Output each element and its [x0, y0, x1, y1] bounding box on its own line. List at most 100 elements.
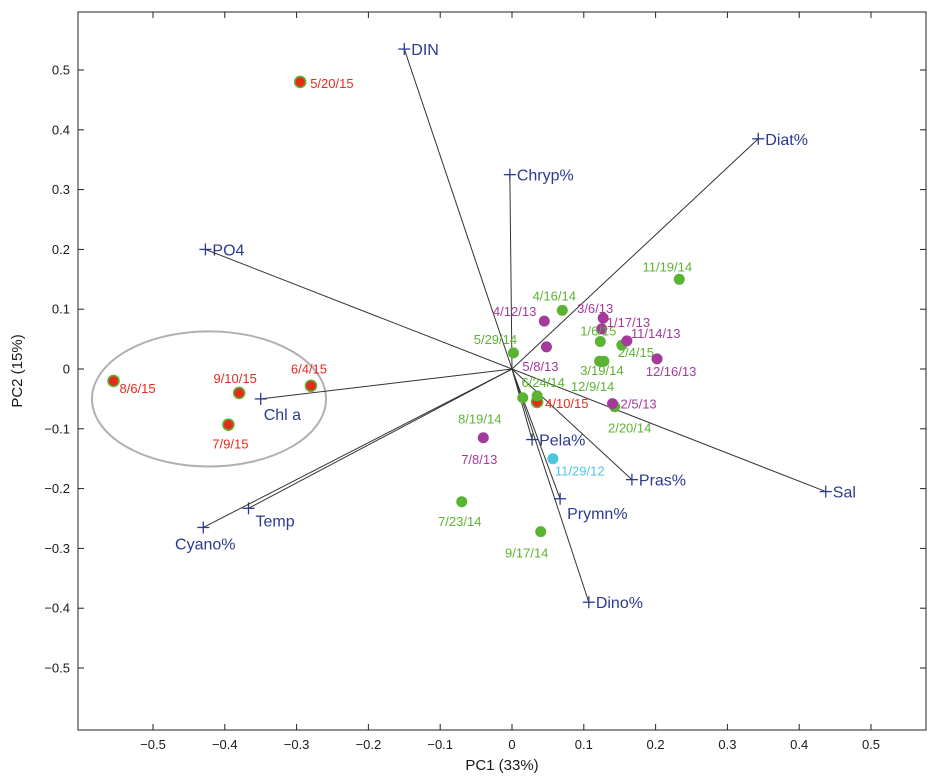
sample-point	[673, 273, 685, 285]
sample-point	[594, 335, 606, 347]
sample-point-label: 12/16/13	[646, 364, 697, 379]
y-tick-label: −0.1	[44, 421, 70, 436]
sample-point-label: 3/19/14	[580, 363, 623, 378]
vector-label: Chl a	[264, 407, 301, 424]
sample-point-label: 9/10/15	[213, 371, 256, 386]
x-axis-label: PC1 (33%)	[465, 757, 538, 774]
sample-point	[107, 374, 120, 388]
y-axis-ticks: −0.5 −0.4 −0.3 −0.2 −0.1 0 0.1 0.2 0.3 0.4 0.5	[44, 63, 926, 676]
sample-point	[507, 347, 519, 359]
sample-point-label: 6/4/15	[291, 362, 327, 377]
sample-point-label: 9/17/14	[505, 546, 548, 561]
sample-point	[456, 496, 468, 508]
y-tick-label: −0.5	[44, 661, 70, 676]
sample-point	[232, 386, 246, 400]
sample-point-label: 4/16/14	[533, 288, 576, 303]
sample-point	[540, 341, 552, 353]
vector-line	[248, 368, 513, 509]
vector-label: Prymn%	[567, 506, 627, 523]
x-tick-label: 0.5	[862, 737, 880, 752]
y-axis-label: PC2 (15%)	[9, 334, 26, 407]
x-tick-label: 0.4	[790, 737, 808, 752]
sample-point-label: 7/9/15	[212, 437, 248, 452]
sample-point	[531, 390, 543, 402]
sample-point-label: 5/8/13	[522, 359, 558, 374]
sample-point	[538, 315, 550, 327]
x-tick-label: −0.1	[427, 737, 453, 752]
vector-line	[509, 174, 513, 370]
vector-line	[205, 248, 513, 370]
sample-point-label: 4/10/15	[545, 396, 588, 411]
vector-label: Cyano%	[175, 536, 235, 553]
sample-point-label: 2/4/15	[618, 345, 654, 360]
vector-label: Chryp%	[517, 168, 574, 185]
y-tick-label: 0.1	[52, 302, 70, 317]
vector-line	[260, 368, 513, 400]
sample-point-label: 5/20/15	[310, 76, 353, 91]
vector-label: PO4	[212, 242, 244, 259]
x-tick-label: 0.2	[647, 737, 665, 752]
vector-label: Temp	[255, 513, 294, 530]
sample-point	[304, 379, 318, 393]
sample-point-label: 6/24/14	[521, 375, 564, 390]
vector-label: Diat%	[765, 132, 808, 149]
y-tick-label: 0.3	[52, 182, 70, 197]
sample-point-label: 8/19/14	[458, 412, 501, 427]
sample-point	[607, 398, 619, 410]
vector-label: Dino%	[596, 595, 643, 612]
sample-point	[535, 526, 547, 538]
sample-point	[556, 304, 568, 316]
plot-frame	[77, 11, 927, 731]
vector-label: Sal	[833, 485, 856, 502]
sample-point	[222, 418, 235, 431]
sample-point-label: 11/19/14	[642, 259, 692, 274]
sample-point-label: 2/5/13	[621, 397, 657, 412]
sample-point	[547, 453, 559, 465]
sample-point-label: 8/6/15	[120, 381, 156, 396]
y-tick-label: 0.2	[52, 242, 70, 257]
sample-point	[596, 323, 608, 335]
cluster-ellipse-layer	[90, 330, 328, 468]
y-tick-label: −0.4	[44, 601, 70, 616]
sample-point-label: 3/6/13	[577, 301, 613, 316]
x-tick-label: 0.1	[575, 737, 593, 752]
x-tick-label: −0.5	[140, 737, 166, 752]
y-tick-label: 0	[63, 362, 70, 377]
vector-line	[203, 368, 513, 528]
sample-point-label: 5/29/14	[474, 332, 517, 347]
sample-point-label: 7/8/13	[461, 452, 497, 467]
x-tick-label: −0.2	[356, 737, 382, 752]
sample-point	[594, 355, 606, 367]
sample-point-label: 4/12/13	[493, 304, 536, 319]
x-tick-label: 0	[508, 737, 515, 752]
sample-point-labels: 5/20/15 8/6/15 9/10/15 6/4/15 7/9/15 4/10/15 1…	[120, 76, 697, 561]
vector-line	[511, 368, 633, 480]
sample-point	[293, 75, 307, 89]
sample-point-label: 11/29/12	[555, 464, 605, 479]
sample-point-label: 1/17/13	[607, 315, 650, 330]
sample-point	[597, 312, 609, 324]
vector-label: DIN	[411, 42, 439, 59]
sample-point-label: 7/23/14	[438, 514, 481, 529]
sample-point	[651, 353, 663, 365]
sample-point	[621, 335, 633, 347]
vector-label: Pela%	[539, 433, 585, 450]
sample-point	[517, 392, 529, 404]
vector-line	[511, 138, 759, 370]
y-tick-label: −0.2	[44, 481, 70, 496]
x-tick-label: −0.4	[212, 737, 238, 752]
vector-line	[511, 368, 561, 499]
x-tick-label: −0.3	[284, 737, 310, 752]
cluster-ellipse	[90, 330, 328, 468]
sample-point-label: 1/6/15	[580, 323, 616, 338]
vector-line	[511, 368, 590, 603]
sample-point-label: 2/20/14	[608, 421, 651, 436]
sample-point-label: 11/14/13	[631, 326, 681, 341]
sample-points	[107, 75, 685, 538]
y-tick-label: 0.4	[52, 122, 70, 137]
vector-line	[511, 368, 826, 493]
loading-vector-lines	[197, 43, 832, 609]
loading-vector-labels: DIN Diat% Chryp% PO4 Chl a Temp Cyano% Pela% Pra…	[175, 42, 856, 612]
sample-point	[477, 432, 489, 444]
